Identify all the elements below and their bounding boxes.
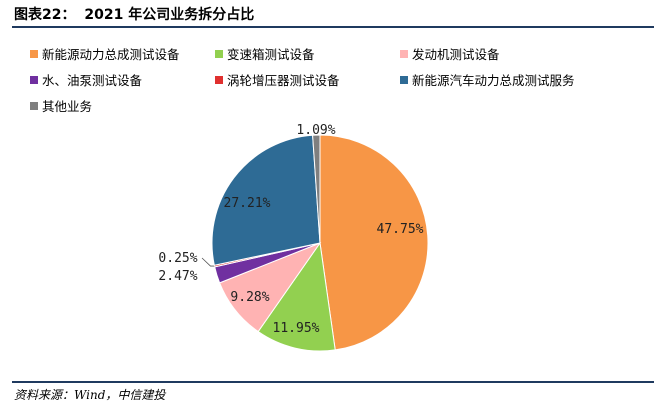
legend-swatch <box>30 49 38 58</box>
pie-slice <box>312 134 321 244</box>
data-label: 0.25% <box>158 251 197 266</box>
data-label: 11.95% <box>273 321 320 336</box>
legend-item: 涡轮增压器测试设备 <box>215 70 340 89</box>
legend-item: 其他业务 <box>30 96 92 115</box>
legend-item: 新能源动力总成测试设备 <box>30 44 180 63</box>
legend-label: 其他业务 <box>42 99 93 114</box>
legend-label: 新能源动力总成测试设备 <box>42 47 180 62</box>
legend-item: 变速箱测试设备 <box>215 44 315 63</box>
legend-item: 发动机测试设备 <box>400 44 500 63</box>
data-label: 47.75% <box>377 222 424 237</box>
legend-swatch <box>215 49 223 58</box>
data-label: 9.28% <box>230 290 269 305</box>
legend-swatch <box>30 101 38 110</box>
figure-title-text: 2021 年公司业务拆分占比 <box>84 7 255 23</box>
figure-title: 图表22： 2021 年公司业务拆分占比 <box>14 4 258 24</box>
legend-label: 涡轮增压器测试设备 <box>227 73 340 88</box>
legend-label: 新能源汽车动力总成测试服务 <box>412 73 575 88</box>
data-label: 1.09% <box>296 123 335 138</box>
legend-item: 新能源汽车动力总成测试服务 <box>400 70 575 89</box>
pie-slice <box>257 241 336 352</box>
bottom-rule <box>12 381 654 383</box>
legend-item: 水、油泵测试设备 <box>30 70 142 89</box>
pie-slice <box>211 134 321 266</box>
pie-slice <box>319 134 429 351</box>
data-label: 2.47% <box>158 269 197 284</box>
legend-swatch <box>400 75 408 84</box>
legend-label: 变速箱测试设备 <box>227 47 315 62</box>
legend-swatch <box>400 49 408 58</box>
leader-line <box>201 257 215 267</box>
figure-number: 图表22： <box>14 7 76 23</box>
legend-label: 发动机测试设备 <box>412 47 500 62</box>
legend-swatch <box>30 75 38 84</box>
legend-label: 水、油泵测试设备 <box>42 73 143 88</box>
data-label: 27.21% <box>224 196 271 211</box>
source-note: 资料来源：Wind，中信建投 <box>14 388 166 402</box>
top-rule <box>12 26 654 28</box>
legend-swatch <box>215 75 223 84</box>
